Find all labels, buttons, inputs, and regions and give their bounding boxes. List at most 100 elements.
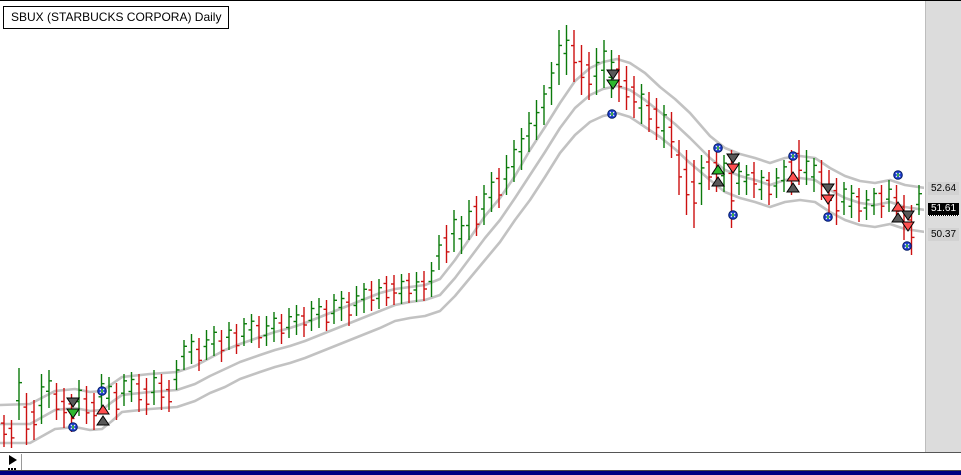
ohlc-bar — [106, 377, 112, 410]
ohlc-bar — [653, 98, 660, 140]
ohlc-bar — [271, 312, 277, 342]
black-up-triangle-icon — [891, 212, 905, 223]
ohlc-bar — [601, 40, 607, 88]
ohlc-bar — [691, 160, 697, 228]
ohlc-bar — [533, 100, 540, 140]
ohlc-bar — [421, 271, 427, 301]
ohlc-bar — [676, 140, 682, 195]
black-down-triangle-icon — [606, 69, 620, 80]
ohlc-bar — [406, 273, 412, 303]
ohlc-bar — [503, 155, 510, 195]
plot-area[interactable] — [0, 25, 925, 448]
blue-circle-signal-icon — [728, 210, 738, 220]
ohlc-bar — [346, 292, 352, 326]
ohlc-bar — [16, 368, 22, 420]
ohlc-bar — [773, 168, 780, 198]
ohlc-bar — [743, 165, 750, 195]
ohlc-bar — [286, 308, 292, 338]
ohlc-bar — [661, 105, 667, 148]
ohlc-bar — [863, 190, 870, 220]
price-bars — [1, 25, 922, 448]
ohlc-bar — [233, 324, 240, 354]
bottom-edge-line — [0, 470, 961, 471]
ohlc-bar — [826, 170, 832, 215]
red-up-triangle-icon — [96, 404, 110, 415]
ohlc-bar — [436, 235, 442, 270]
ohlc-bar — [541, 85, 547, 125]
red-down-triangle-icon — [901, 221, 915, 232]
ohlc-bar — [886, 180, 892, 212]
black-down-triangle-icon — [66, 397, 80, 408]
ohlc-bar — [196, 338, 202, 371]
ohlc-bar — [766, 172, 772, 205]
ohlc-bar — [256, 316, 262, 348]
ohlc-bar — [383, 276, 390, 306]
ohlc-bar — [323, 300, 330, 331]
play-icon — [9, 455, 17, 465]
blue-circle-signal-icon — [68, 422, 78, 432]
ohlc-bar — [781, 160, 787, 192]
ohlc-bar — [631, 76, 637, 118]
ohlc-bar — [878, 185, 885, 218]
black-up-triangle-icon — [786, 182, 800, 193]
ohlc-bar — [398, 274, 405, 304]
price-label-lower-band: 50.37 — [928, 228, 959, 241]
chart-scroll-play-button[interactable] — [7, 455, 21, 471]
ohlc-bar — [848, 185, 855, 218]
ohlc-bar — [293, 305, 300, 335]
blue-circle-signal-icon — [713, 143, 723, 153]
blue-circle-signal-icon — [607, 109, 617, 119]
ohlc-bar — [368, 281, 375, 311]
price-scale[interactable]: 52.64 51.61 50.37 — [925, 1, 961, 452]
ohlc-bar — [443, 225, 450, 263]
ohlc-bar — [391, 275, 397, 305]
ohlc-bar — [616, 55, 622, 102]
ohlc-bar — [646, 92, 652, 132]
ohlc-bar — [166, 380, 172, 412]
red-up-triangle-icon — [786, 171, 800, 182]
ohlc-bar — [278, 314, 285, 344]
ohlc-bar — [38, 374, 45, 424]
ohlc-bar — [23, 393, 30, 445]
lower-band-line — [0, 111, 924, 445]
ohlc-bar — [818, 160, 825, 200]
blue-circle-signal-icon — [788, 151, 798, 161]
black-down-triangle-icon — [726, 153, 740, 164]
ohlc-bar — [241, 318, 247, 346]
ohlc-bar — [571, 30, 577, 82]
ohlc-bar — [578, 45, 585, 95]
black-down-triangle-icon — [901, 210, 915, 221]
ohlc-bar — [586, 52, 592, 100]
chart-title-text: SBUX (STARBUCKS CORPORA) Daily — [11, 10, 222, 24]
window-top-border — [0, 0, 961, 1]
ohlc-bar — [548, 62, 555, 105]
ohlc-bar — [698, 155, 705, 205]
chart-title-box[interactable]: SBUX (STARBUCKS CORPORA) Daily — [3, 6, 230, 29]
blue-circle-signal-icon — [902, 241, 912, 251]
ohlc-bar — [353, 286, 360, 316]
middle-band-line — [0, 84, 924, 426]
ohlc-bar — [331, 294, 337, 324]
ohlc-bar — [451, 210, 457, 252]
ohlc-bar — [53, 383, 60, 420]
ohlc-bar — [361, 283, 367, 313]
ohlc-bar — [91, 393, 97, 430]
ohlc-bar — [1, 415, 7, 447]
ohlc-bar — [136, 374, 142, 412]
ohlc-bar — [488, 172, 495, 212]
signal-markers — [66, 69, 915, 432]
bottom-window-edge — [0, 471, 961, 475]
ohlc-bar — [481, 185, 487, 225]
ohlc-bar — [758, 170, 765, 200]
ohlc-bar — [263, 316, 270, 346]
blue-circle-signal-icon — [893, 170, 903, 180]
ohlc-bar — [83, 386, 90, 424]
ohlc-bar — [143, 378, 150, 415]
ohlc-bar — [316, 298, 322, 328]
ohlc-bar — [226, 322, 232, 350]
ohlc-bar — [428, 262, 435, 297]
black-up-triangle-icon — [96, 415, 110, 426]
x-axis-line — [0, 452, 961, 453]
ohlc-bar — [511, 140, 517, 182]
